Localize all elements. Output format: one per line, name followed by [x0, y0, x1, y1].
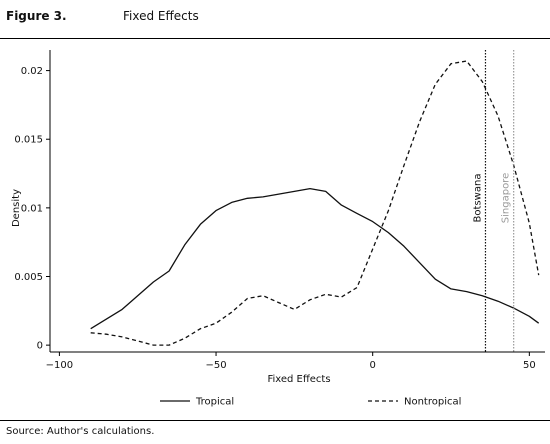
x-axis-label: Fixed Effects [267, 374, 330, 385]
x-tick-label: −50 [205, 360, 226, 371]
y-tick-label: 0.02 [21, 66, 43, 77]
bottom-rule [0, 420, 550, 421]
density-chart: 0 0.005 0.01 0.015 0.02 −100 −50 0 50 Botswana Si… [11, 50, 545, 408]
y-axis-label: Density [11, 189, 22, 227]
x-tick-label: −100 [46, 360, 73, 371]
source-note: Source: Author's calculations. [6, 426, 155, 437]
reference-lines: Botswana Singapore [472, 50, 515, 352]
figure-label: Figure 3. [6, 9, 67, 23]
y-tick-label: 0 [37, 341, 43, 352]
y-tick-label: 0.015 [14, 135, 43, 146]
legend: Tropical Nontropical [160, 397, 461, 408]
series-line-nontropical [90, 60, 540, 346]
ref-label-singapore: Singapore [501, 173, 512, 223]
legend-label-tropical: Tropical [195, 397, 234, 408]
series-line-tropical [90, 187, 540, 330]
top-rule [0, 38, 550, 39]
x-tick-label: 0 [370, 360, 376, 371]
x-tick-label: 50 [523, 360, 536, 371]
chart-axes: 0 0.005 0.01 0.015 0.02 −100 −50 0 50 [14, 50, 545, 371]
figure-title: Fixed Effects [123, 9, 199, 23]
ref-label-botswana: Botswana [472, 174, 483, 223]
legend-label-nontropical: Nontropical [404, 397, 461, 408]
series-layer [90, 60, 540, 346]
y-tick-label: 0.005 [14, 272, 43, 283]
y-tick-label: 0.01 [21, 203, 43, 214]
